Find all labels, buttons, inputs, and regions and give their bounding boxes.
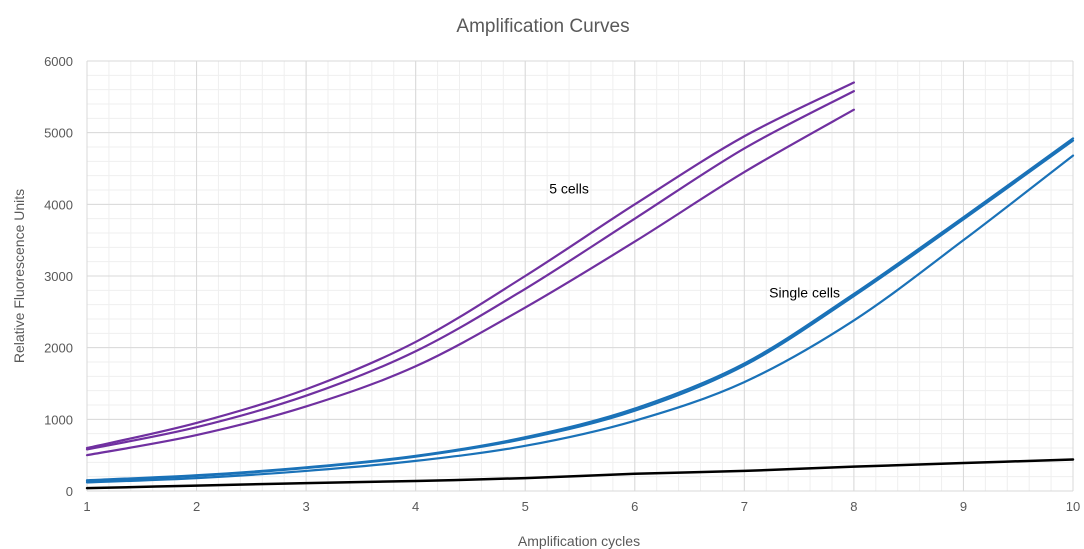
y-tick-labels: 0 1000 2000 3000 4000 5000 6000 bbox=[44, 54, 73, 499]
x-tick-label: 2 bbox=[193, 499, 200, 514]
y-tick-label: 2000 bbox=[44, 341, 73, 356]
x-tick-label: 1 bbox=[83, 499, 90, 514]
series-line-five-cells bbox=[85, 90, 855, 451]
annotation-label: Single cells bbox=[769, 285, 840, 301]
y-tick-label: 0 bbox=[66, 484, 73, 499]
series-line-five-cells bbox=[85, 108, 855, 457]
series-line-single-cells bbox=[85, 154, 1075, 484]
chart-title: Amplification Curves bbox=[456, 16, 629, 37]
series-line-baseline bbox=[85, 458, 1075, 490]
x-tick-labels: 1 2 3 4 5 6 7 8 9 10 bbox=[83, 499, 1080, 514]
x-tick-label: 8 bbox=[850, 499, 857, 514]
annotations: 5 cells Single cells bbox=[549, 181, 840, 301]
series-line-single-cells bbox=[85, 139, 1075, 483]
x-tick-label: 6 bbox=[631, 499, 638, 514]
y-tick-label: 4000 bbox=[44, 197, 73, 212]
annotation-label: 5 cells bbox=[549, 181, 589, 197]
x-tick-label: 5 bbox=[522, 499, 529, 514]
y-tick-label: 1000 bbox=[44, 412, 73, 427]
series-line-five-cells bbox=[85, 81, 855, 450]
x-tick-label: 9 bbox=[960, 499, 967, 514]
y-tick-label: 3000 bbox=[44, 269, 73, 284]
x-tick-label: 7 bbox=[741, 499, 748, 514]
y-tick-label: 5000 bbox=[44, 126, 73, 141]
y-tick-label: 6000 bbox=[44, 54, 73, 69]
x-tick-label: 3 bbox=[302, 499, 309, 514]
x-tick-label: 4 bbox=[412, 499, 419, 514]
y-axis-label: Relative Fluorescence Units bbox=[11, 189, 27, 363]
x-axis-label: Amplification cycles bbox=[518, 533, 640, 549]
series-group bbox=[85, 81, 1075, 490]
x-tick-label: 10 bbox=[1066, 499, 1080, 514]
